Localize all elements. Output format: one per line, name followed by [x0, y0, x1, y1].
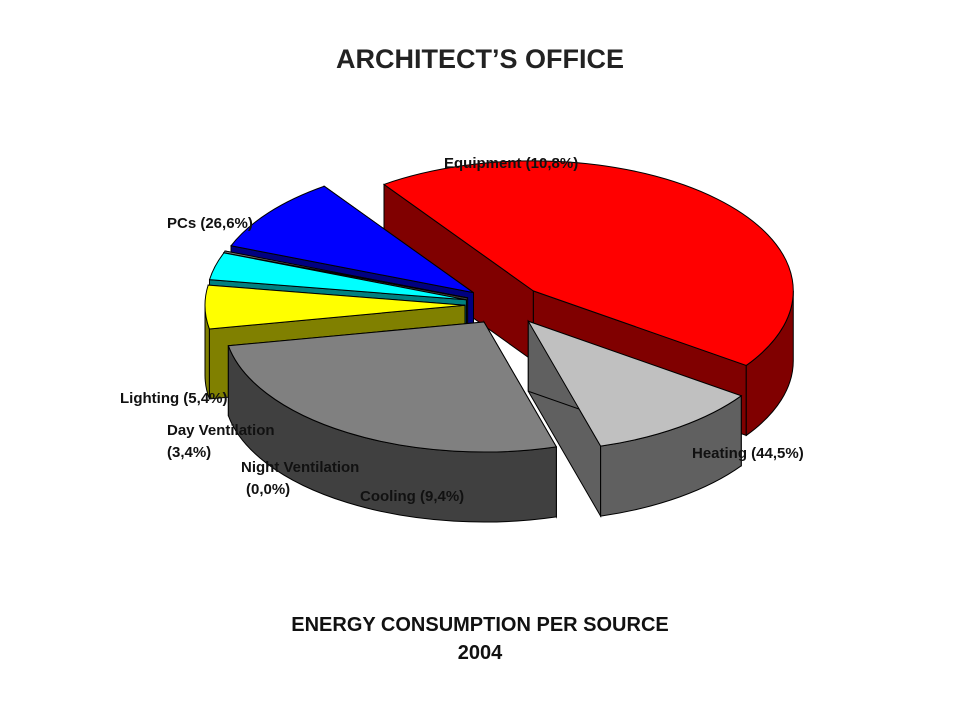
- pie-slice-cooling-top: [230, 185, 474, 294]
- chart-caption: ENERGY CONSUMPTION PER SOURCE: [291, 614, 669, 636]
- pie-slice-equipment: [527, 319, 743, 518]
- pie-slice-heating-top: [382, 160, 794, 366]
- chart-title: ARCHITECT’S OFFICE: [336, 44, 624, 74]
- pie-slice-equipment-top: [527, 320, 743, 447]
- pie-label-heating: Heating (44,5%): [692, 445, 804, 462]
- pie-label-cooling: Cooling (9,4%): [360, 488, 464, 505]
- pie-slice-pcs-top: [227, 321, 558, 453]
- pie-label-equipment: Equipment (10,8%): [444, 155, 578, 172]
- pie-label-night-ventilation: Night Ventilation (0,0%): [241, 459, 359, 498]
- chart-caption-year: 2004: [457, 642, 503, 664]
- pie-slice-day-ventilation-top: [208, 252, 467, 301]
- pie-slice-pcs: [227, 320, 558, 523]
- pie-label-pcs: PCs (26,6%): [167, 215, 253, 232]
- pie-slice-lighting-top: [204, 284, 466, 330]
- pie-label-lighting: Lighting (5,4%): [120, 390, 228, 407]
- pie-label-day-ventilation: Day Ventilation (3,4%): [167, 422, 275, 461]
